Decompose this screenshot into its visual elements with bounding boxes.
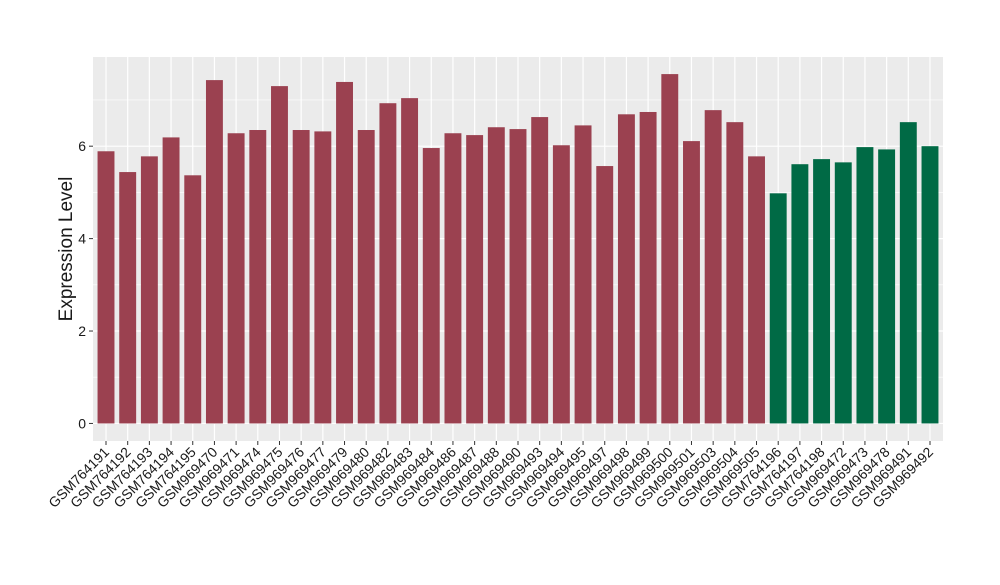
bar bbox=[509, 129, 527, 424]
bar bbox=[292, 130, 310, 424]
bar bbox=[119, 172, 137, 424]
bar bbox=[704, 110, 722, 424]
y-tick-label: 2 bbox=[78, 323, 86, 339]
bar bbox=[531, 117, 549, 424]
bar bbox=[596, 166, 614, 424]
bar bbox=[683, 141, 700, 424]
bar bbox=[813, 159, 831, 424]
bar bbox=[184, 175, 202, 424]
bar bbox=[314, 131, 332, 424]
bar bbox=[401, 98, 419, 424]
y-tick-label: 0 bbox=[78, 415, 86, 431]
bar bbox=[444, 133, 462, 424]
y-axis-title: Expression Level bbox=[56, 177, 77, 322]
bar bbox=[574, 125, 592, 424]
bar bbox=[726, 122, 744, 424]
bar bbox=[205, 80, 223, 424]
bar bbox=[617, 114, 635, 424]
bar bbox=[661, 74, 679, 424]
bar bbox=[748, 156, 765, 424]
bar bbox=[162, 137, 180, 424]
bar bbox=[227, 133, 245, 424]
bar bbox=[834, 162, 852, 424]
bar bbox=[791, 164, 809, 424]
bar bbox=[487, 127, 505, 424]
bar bbox=[552, 145, 570, 424]
y-tick-label: 6 bbox=[78, 138, 86, 154]
bar bbox=[271, 86, 288, 424]
bar bbox=[422, 148, 440, 424]
bar bbox=[379, 103, 397, 424]
bar bbox=[357, 130, 375, 424]
bar bbox=[466, 135, 484, 424]
bar bbox=[639, 111, 657, 424]
bar bbox=[140, 156, 158, 424]
bar bbox=[769, 193, 787, 424]
bar bbox=[921, 146, 939, 424]
bar bbox=[336, 81, 353, 424]
bar bbox=[97, 151, 115, 424]
bar bbox=[899, 122, 917, 424]
bar bbox=[878, 149, 896, 424]
bar bbox=[249, 130, 267, 424]
y-tick-label: 4 bbox=[78, 231, 86, 247]
bar bbox=[856, 147, 874, 424]
